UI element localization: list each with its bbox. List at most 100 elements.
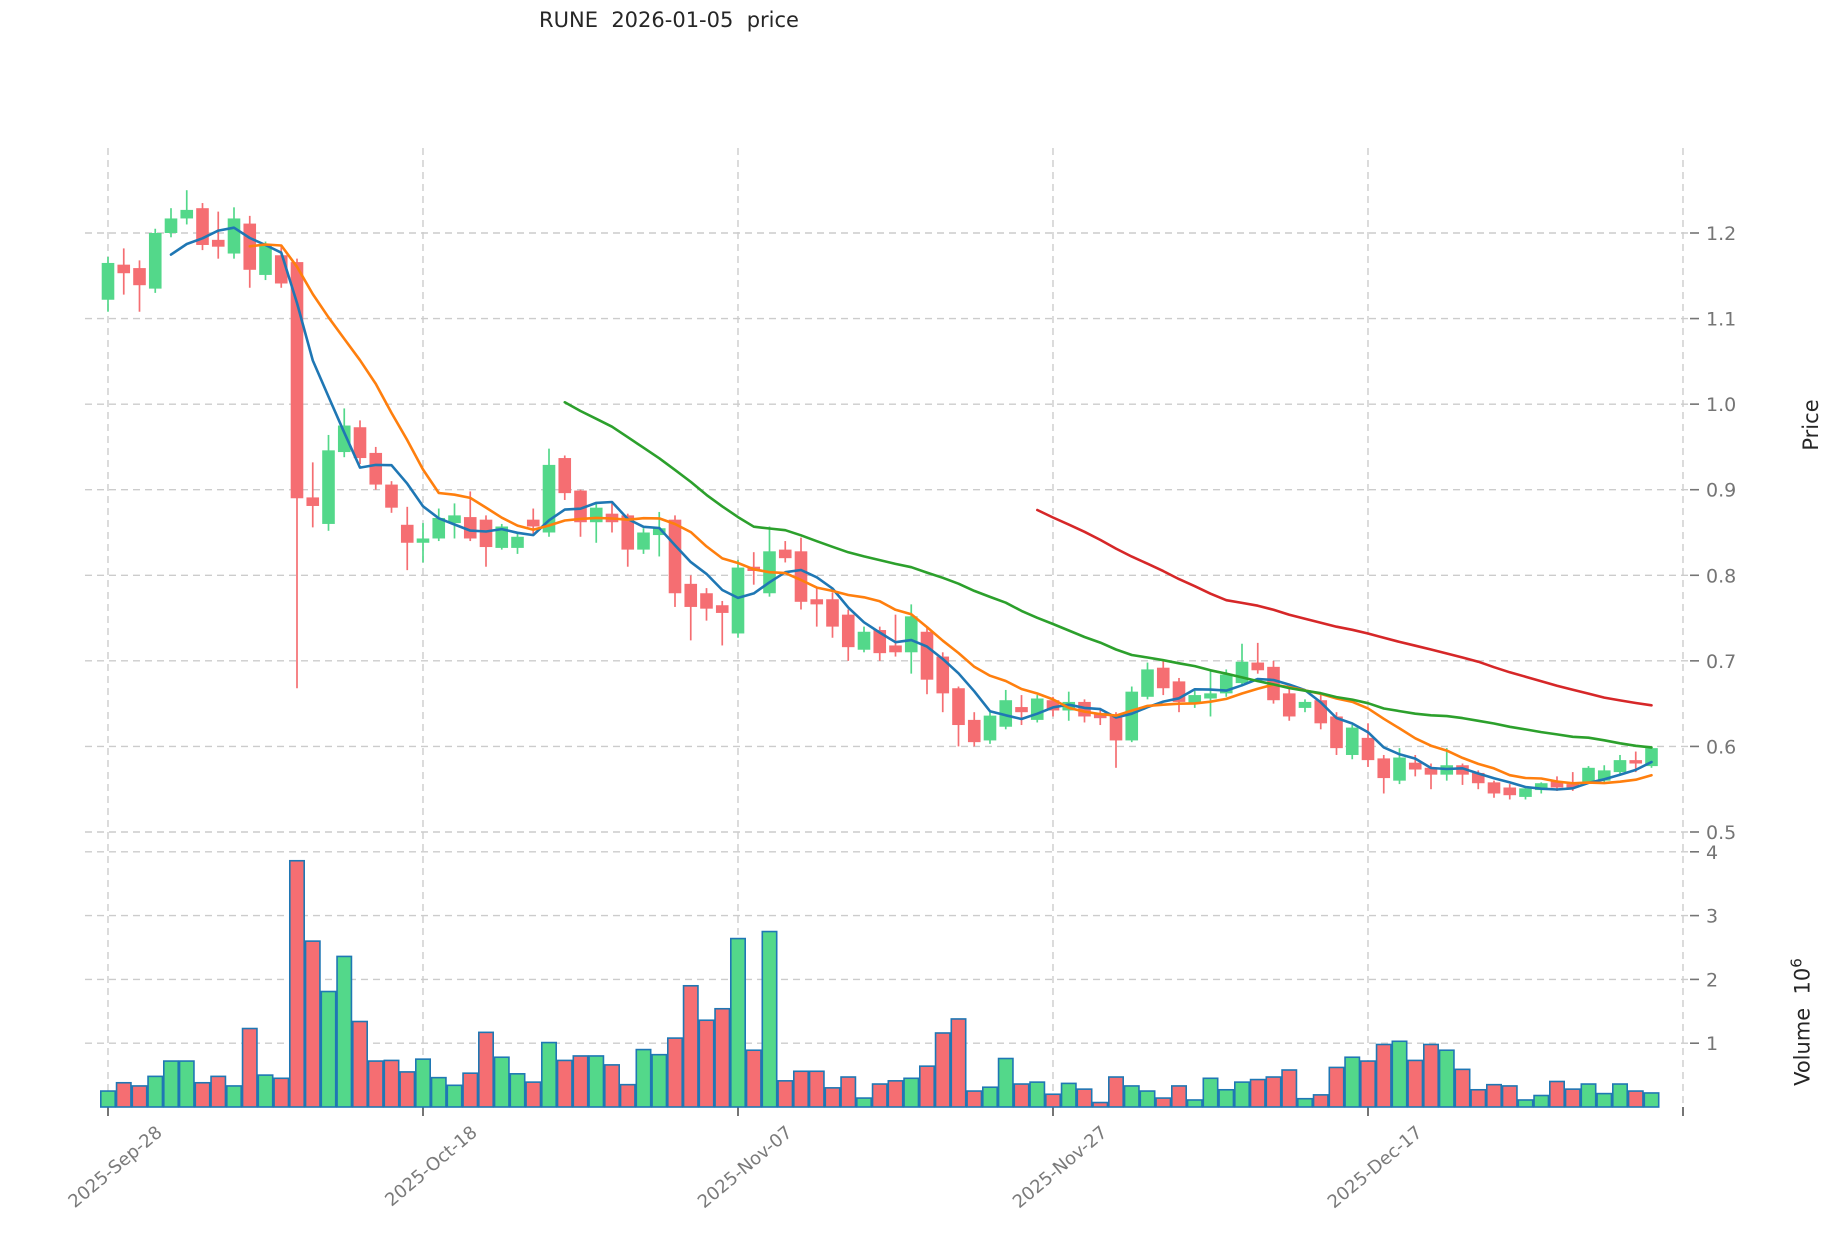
volume-bar [1234, 1081, 1251, 1108]
candle-body [1613, 760, 1627, 773]
candle-body [1109, 715, 1123, 741]
volume-bar [351, 1020, 368, 1108]
volume-bar [477, 1031, 494, 1108]
volume-bar [509, 1073, 526, 1108]
volume-bar [1391, 1040, 1408, 1108]
volume-bar [950, 1018, 967, 1108]
candle-body [1471, 772, 1485, 784]
candle-body [1582, 767, 1595, 782]
candle-body [1487, 782, 1501, 794]
candle-body [385, 484, 398, 508]
candle-body [479, 519, 493, 548]
volume-bar [1580, 1083, 1597, 1108]
volume-bar [1596, 1092, 1613, 1108]
volume-bar [1501, 1085, 1518, 1108]
candle-body [148, 233, 162, 289]
volume-bar [1612, 1083, 1629, 1108]
candle-body [1361, 737, 1375, 761]
volume-bar [761, 930, 778, 1108]
volume-bar [163, 1060, 180, 1108]
volume-bar [399, 1071, 416, 1108]
volume-bar [493, 1056, 510, 1108]
candle-body [652, 528, 666, 536]
candle-body [353, 427, 367, 459]
ma60-line [1036, 508, 1653, 707]
volume-bar [462, 1072, 479, 1108]
volume-axis-label-text: Volume [1790, 1007, 1815, 1086]
volume-bar [1407, 1059, 1424, 1108]
volume-bar [1297, 1097, 1314, 1108]
volume-bar [430, 1076, 447, 1108]
candle-body [1204, 693, 1217, 699]
volume-bar [1375, 1043, 1392, 1108]
volume-bar [1045, 1093, 1062, 1108]
candle-body [952, 688, 965, 726]
candle-body [1645, 748, 1658, 767]
volume-bar [588, 1055, 605, 1108]
candle-body [164, 218, 178, 233]
y-tick-label: 0.7 [1706, 651, 1736, 673]
candle-body [463, 517, 477, 539]
candle-body [936, 656, 950, 694]
candle-body [133, 268, 146, 286]
candle-body [400, 524, 414, 543]
volume-bar [871, 1083, 888, 1108]
volume-bar [792, 1070, 809, 1108]
volume-bar [241, 1027, 258, 1108]
volume-bar [1533, 1094, 1550, 1108]
candle-body [889, 645, 902, 653]
candle-body [259, 244, 272, 275]
volume-bar [1029, 1081, 1046, 1108]
candle-body [857, 631, 871, 650]
volume-bar [446, 1084, 463, 1108]
volume-axis-exponent: 6 [1787, 958, 1806, 968]
volume-bar [383, 1059, 400, 1108]
candle-body [495, 526, 509, 548]
candle-body [1519, 788, 1532, 797]
ma10-line [248, 243, 1653, 785]
volume-axis-unit: 10 [1790, 967, 1815, 995]
volume-bar [556, 1059, 573, 1108]
price-axis-label-text: Price [1799, 399, 1823, 451]
volume-bar [1643, 1092, 1660, 1108]
candle-body [1298, 701, 1312, 708]
volume-bar [131, 1085, 148, 1108]
volume-bar [367, 1060, 384, 1108]
volume-bar [288, 859, 305, 1108]
candle-body [227, 218, 241, 254]
volume-bar [100, 1090, 117, 1108]
candle-body [1534, 783, 1548, 791]
candle-body [558, 458, 572, 494]
volume-bar [934, 1032, 951, 1108]
candle-body [1456, 765, 1469, 775]
y-tick-label: 0.9 [1706, 480, 1736, 502]
volume-bar [887, 1080, 904, 1108]
y-tick-label: 1.2 [1706, 223, 1736, 245]
axis-ticks-and-labels: 0.5 0.6 0.7 0.8 0.9 1.0 1.1 1.2 1 2 3 4 [107, 223, 1736, 1116]
candle-body [211, 239, 225, 247]
candle-body [841, 614, 855, 648]
volume-bar [210, 1075, 227, 1108]
volume-bar [966, 1090, 983, 1108]
candle-body [684, 583, 698, 607]
volume-bar [1564, 1088, 1581, 1108]
candle-body [1408, 762, 1422, 770]
candle-body [322, 450, 335, 524]
volume-bar [1360, 1060, 1377, 1108]
volume-bar [603, 1064, 620, 1108]
volume-bar [1265, 1076, 1282, 1108]
volume-bar [1218, 1088, 1235, 1108]
volume-bar [745, 1049, 762, 1108]
candle-body [1062, 701, 1076, 711]
volume-bar [1454, 1068, 1471, 1108]
volume-bar [1092, 1101, 1109, 1108]
y-tick-label: 2 [1706, 969, 1718, 991]
candle-body [920, 631, 934, 680]
candle-body [1282, 693, 1296, 717]
candle-body [448, 515, 461, 524]
volume-bar [304, 940, 321, 1108]
candle-body [1424, 767, 1438, 775]
candle-body [999, 700, 1013, 727]
volume-bar [1423, 1043, 1440, 1108]
